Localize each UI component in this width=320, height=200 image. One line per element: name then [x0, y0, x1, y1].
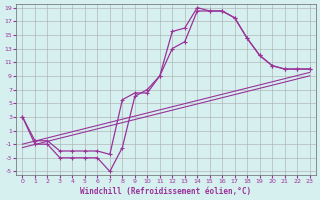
X-axis label: Windchill (Refroidissement éolien,°C): Windchill (Refroidissement éolien,°C): [80, 187, 252, 196]
